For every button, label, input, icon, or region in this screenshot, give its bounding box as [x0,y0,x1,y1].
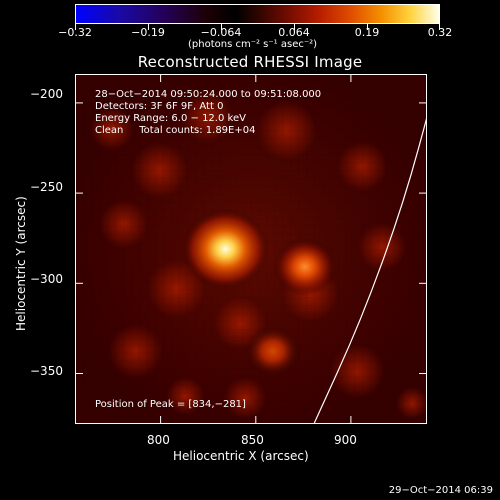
colorbar-label: 0.32 [427,26,453,39]
annotation-line: 28−Oct−2014 09:50:24.000 to 09:51:08.000 [95,89,322,100]
annotation-line: Clean Total counts: 1.89E+04 [95,125,256,136]
colorbar-label: 0.064 [278,26,310,39]
colorbar-gradient [76,5,439,23]
x-tick-label: 850 [241,433,264,447]
x-tick-label: 800 [147,433,170,447]
colorbar-unit: (photons cm⁻² s⁻¹ asec⁻²) [188,39,318,50]
colorbar-ticks [75,24,440,32]
colorbar-tick [221,24,222,30]
colorbar-tick [148,24,149,30]
timestamp: 29−Oct−2014 06:39 [388,485,493,496]
colorbar-label: −0.064 [200,26,242,39]
colorbar-tick [294,24,295,30]
y-tick-label: −250 [30,180,63,194]
x-axis-label: Heliocentric X (arcsec) [173,449,309,463]
secondary-source [273,237,337,297]
colorbar-label: 0.19 [354,26,380,39]
colorbar-tick [75,24,76,30]
annotation-line: Energy Range: 6.0 − 12.0 keV [95,113,246,124]
colorbar [75,4,440,24]
x-tick-label: 900 [334,433,357,447]
secondary-source [244,325,301,377]
primary-source [181,208,270,290]
annotation-line: Detectors: 3F 6F 9F, Att 0 [95,101,224,112]
y-tick-label: −300 [30,272,63,286]
colorbar-labels: −0.32 −0.19 −0.064 0.064 0.19 0.32 [0,26,500,40]
plot-title: Reconstructed RHESSI Image [137,53,363,71]
peak-position-label: Position of Peak = [834,−281] [95,399,246,410]
colorbar-tick [367,24,368,30]
y-tick-label: −200 [30,87,63,101]
plot-image [76,75,426,423]
source-group [181,208,337,377]
solar-limb-curve [313,118,426,423]
y-tick-label: −350 [30,364,63,378]
plot-area: 28−Oct−2014 09:50:24.000 to 09:51:08.000… [75,74,427,424]
colorbar-label: −0.19 [131,26,165,39]
colorbar-tick [439,24,440,30]
colorbar-label: −0.32 [58,26,92,39]
y-axis-label: Heliocentric Y (arcsec) [14,196,28,331]
